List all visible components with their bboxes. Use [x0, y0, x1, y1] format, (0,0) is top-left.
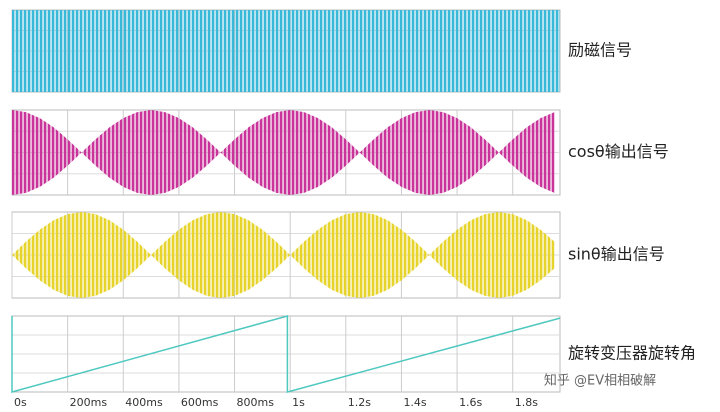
x-tick-label: 1.4s [403, 396, 426, 409]
x-tick-label: 600ms [181, 396, 219, 409]
x-tick-label: 400ms [125, 396, 163, 409]
panel-label: sinθ输出信号 [568, 245, 665, 264]
panel-label: cosθ输出信号 [568, 142, 669, 161]
envelope-upper [12, 212, 555, 255]
x-tick-label: 1s [292, 396, 305, 409]
watermark: 知乎 @EV相相破解 [544, 373, 656, 389]
envelope-upper [12, 110, 555, 153]
x-tick-label: 1.2s [348, 396, 371, 409]
envelope-lower [12, 152, 555, 195]
envelope-upper [12, 10, 560, 51]
panel-label: 旋转变压器旋转角 [568, 344, 696, 363]
envelope-lower [12, 255, 555, 298]
x-tick-label: 1.6s [459, 396, 482, 409]
x-tick-label: 800ms [237, 396, 275, 409]
x-tick-label: 200ms [70, 396, 108, 409]
x-tick-label: 1.8s [515, 396, 538, 409]
envelope-lower [12, 51, 560, 92]
angle-line [11, 315, 561, 393]
x-tick-label: 0s [14, 396, 27, 409]
panel-label: 励磁信号 [568, 41, 632, 60]
